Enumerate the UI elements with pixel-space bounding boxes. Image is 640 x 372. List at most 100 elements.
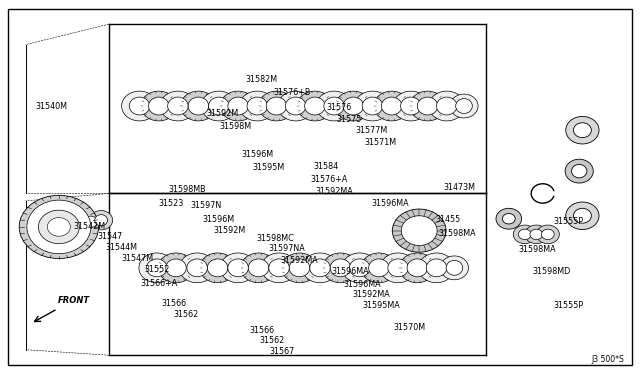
Text: 31595M: 31595M	[253, 163, 285, 172]
Ellipse shape	[380, 253, 416, 283]
Ellipse shape	[429, 91, 465, 121]
Text: 31562: 31562	[173, 310, 198, 319]
Ellipse shape	[342, 253, 378, 283]
Text: 31566: 31566	[161, 299, 187, 308]
Text: 31598MD: 31598MD	[532, 267, 571, 276]
Text: 31592M: 31592M	[207, 109, 239, 118]
Text: 31455: 31455	[435, 215, 461, 224]
Text: 31567: 31567	[269, 347, 294, 356]
Ellipse shape	[536, 225, 559, 244]
Ellipse shape	[362, 97, 383, 115]
Ellipse shape	[426, 259, 447, 277]
Ellipse shape	[419, 253, 454, 283]
Ellipse shape	[166, 259, 186, 277]
Ellipse shape	[259, 91, 294, 121]
Text: 31596M: 31596M	[241, 150, 273, 159]
Ellipse shape	[530, 229, 543, 240]
Text: 31598M: 31598M	[220, 122, 252, 131]
Ellipse shape	[285, 97, 306, 115]
Ellipse shape	[289, 259, 310, 277]
Text: 31547: 31547	[97, 232, 123, 241]
Text: 31596MA: 31596MA	[332, 267, 369, 276]
Ellipse shape	[369, 259, 389, 277]
Ellipse shape	[525, 225, 548, 244]
Ellipse shape	[247, 97, 268, 115]
Ellipse shape	[316, 91, 352, 121]
Text: 31552: 31552	[144, 265, 170, 274]
Ellipse shape	[139, 253, 175, 283]
Ellipse shape	[355, 91, 390, 121]
Text: 31540M: 31540M	[35, 102, 67, 110]
Ellipse shape	[330, 259, 351, 277]
Ellipse shape	[122, 91, 157, 121]
Text: 31555P: 31555P	[553, 301, 584, 310]
Ellipse shape	[27, 200, 91, 254]
Text: 31597NA: 31597NA	[268, 244, 305, 253]
Ellipse shape	[566, 202, 599, 230]
Ellipse shape	[324, 97, 344, 115]
Ellipse shape	[201, 91, 237, 121]
Ellipse shape	[410, 91, 445, 121]
Text: 31547M: 31547M	[122, 254, 154, 263]
Ellipse shape	[79, 212, 102, 231]
Ellipse shape	[147, 259, 167, 277]
Text: 31596MA: 31596MA	[344, 280, 381, 289]
Ellipse shape	[248, 259, 269, 277]
Text: 31598MC: 31598MC	[257, 234, 294, 243]
Ellipse shape	[228, 97, 248, 115]
Text: 31544M: 31544M	[106, 243, 138, 252]
Ellipse shape	[47, 218, 70, 236]
Ellipse shape	[297, 91, 333, 121]
Ellipse shape	[450, 94, 478, 118]
Ellipse shape	[90, 211, 113, 230]
Ellipse shape	[496, 208, 522, 229]
Ellipse shape	[335, 91, 371, 121]
Ellipse shape	[266, 97, 287, 115]
Ellipse shape	[168, 97, 188, 115]
Ellipse shape	[566, 116, 599, 144]
Text: 31576+A: 31576+A	[311, 175, 348, 184]
Ellipse shape	[374, 91, 410, 121]
Ellipse shape	[323, 253, 358, 283]
Ellipse shape	[343, 97, 364, 115]
Ellipse shape	[502, 214, 515, 224]
Text: 31592M: 31592M	[213, 226, 245, 235]
Ellipse shape	[282, 253, 317, 283]
Ellipse shape	[541, 229, 554, 240]
Ellipse shape	[572, 164, 587, 178]
Ellipse shape	[148, 97, 169, 115]
Ellipse shape	[220, 253, 256, 283]
Text: 31542M: 31542M	[74, 222, 106, 231]
Ellipse shape	[456, 99, 472, 113]
Ellipse shape	[399, 253, 435, 283]
Ellipse shape	[179, 253, 215, 283]
Text: 31582M: 31582M	[245, 76, 277, 84]
Text: 31576+B: 31576+B	[273, 88, 310, 97]
Ellipse shape	[69, 214, 92, 233]
Text: 31523: 31523	[159, 199, 184, 208]
Ellipse shape	[188, 97, 209, 115]
Ellipse shape	[302, 253, 338, 283]
Ellipse shape	[187, 259, 207, 277]
Text: 31577M: 31577M	[355, 126, 387, 135]
Ellipse shape	[388, 259, 408, 277]
Ellipse shape	[84, 216, 97, 227]
Ellipse shape	[95, 215, 108, 226]
Text: J3 500*S: J3 500*S	[591, 355, 624, 364]
Ellipse shape	[407, 259, 428, 277]
Ellipse shape	[361, 253, 397, 283]
Text: FRONT: FRONT	[58, 296, 90, 305]
Text: 31570M: 31570M	[394, 323, 426, 332]
Ellipse shape	[278, 91, 314, 121]
Ellipse shape	[393, 91, 429, 121]
Text: 31575: 31575	[336, 115, 362, 124]
Text: 31592MA: 31592MA	[281, 256, 318, 265]
Ellipse shape	[207, 259, 228, 277]
Text: 31597N: 31597N	[191, 201, 221, 210]
Text: 31555P: 31555P	[553, 217, 584, 226]
Ellipse shape	[436, 97, 457, 115]
Ellipse shape	[269, 259, 289, 277]
Text: 31562: 31562	[259, 336, 285, 345]
Ellipse shape	[440, 256, 468, 280]
Ellipse shape	[160, 91, 196, 121]
